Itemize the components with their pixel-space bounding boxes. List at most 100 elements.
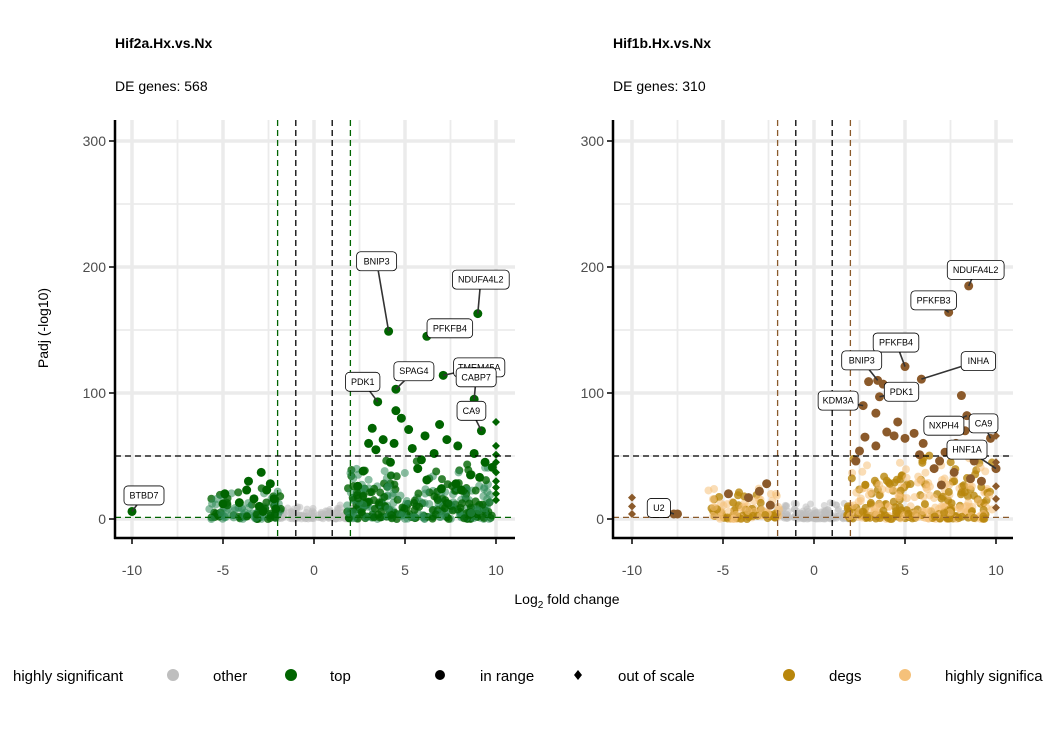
significant-point (940, 508, 949, 517)
significant-point (955, 503, 964, 512)
gene-label-pfkfb4: PFKFB4 (422, 318, 474, 341)
significant-point (738, 503, 747, 512)
significant-point (421, 489, 430, 498)
significant-point (212, 494, 221, 503)
significant-point (478, 500, 487, 509)
other-point (811, 515, 819, 523)
significant-point (448, 506, 457, 515)
out-of-scale-points (492, 417, 500, 505)
significant-point (352, 464, 361, 473)
significant-point (218, 511, 227, 520)
significant-point (921, 468, 930, 477)
significant-point (947, 499, 956, 508)
significant-point (963, 492, 972, 501)
top-point (258, 506, 268, 516)
top-point (358, 466, 368, 476)
top-point (422, 475, 432, 485)
gene-label-text: NDUFA4L2 (953, 265, 999, 275)
significant-point (344, 508, 353, 517)
significant-point (414, 489, 423, 498)
significant-point (856, 494, 865, 503)
top-point (864, 377, 874, 387)
label-box (946, 259, 1005, 280)
gene-label-text: BNIP3 (364, 256, 390, 266)
gene-label-spag4: SPAG4 (391, 361, 435, 394)
significant-point (458, 499, 467, 508)
y-tick-label: 100 (581, 385, 605, 401)
gene-label-hnf1a: HNF1A (946, 439, 1001, 474)
y-tick-label: 200 (581, 259, 605, 275)
significant-point (890, 478, 899, 487)
label-box (968, 413, 999, 434)
significant-point (858, 507, 867, 516)
out-of-scale-point (492, 450, 500, 459)
gene-label-text: KDM3A (823, 396, 854, 406)
out-of-scale-point (492, 489, 500, 498)
other-point (333, 509, 341, 517)
top-point (487, 462, 497, 472)
gene-label-ca9: CA9 (456, 400, 487, 436)
legend-label: highly significant (13, 668, 124, 685)
legend-item-degs: degs (783, 668, 862, 685)
top-point (935, 456, 945, 466)
label-box (910, 290, 957, 311)
gene-label-kdm3a: KDM3A (817, 390, 868, 411)
y-tick-label: 0 (98, 511, 106, 527)
out-of-scale-point (492, 441, 500, 450)
significant-point (389, 489, 398, 498)
top-point (480, 457, 490, 467)
significant-point (878, 485, 887, 494)
gene-label-text: HNF1A (952, 445, 982, 455)
significant-point (852, 488, 861, 497)
top-point (420, 431, 430, 441)
legend-item-top: top (285, 668, 351, 685)
significant-point (432, 467, 441, 476)
significant-point (440, 510, 449, 519)
plot-area: BNIP3 NDUFA4L2 PFKFB4 TMEM45A SPAG4 PDK1 CABP7… (83, 120, 515, 578)
label-box (456, 400, 487, 421)
significant-point (945, 514, 954, 523)
x-tick-label: 5 (401, 562, 409, 578)
other-point (782, 514, 790, 522)
top-point (456, 485, 466, 495)
gene-label-u2: U2 (646, 498, 679, 519)
significant-point (861, 480, 870, 489)
gene-label-cabp7: CABP7 (455, 367, 497, 404)
significant-point (930, 512, 939, 521)
other-point (784, 507, 792, 515)
top-point (949, 467, 959, 477)
significant-point (487, 511, 496, 520)
top-point (466, 470, 476, 480)
significant-point (962, 501, 971, 510)
significant-point (904, 509, 913, 518)
significant-point (402, 497, 411, 506)
significant-point (343, 501, 352, 510)
significant-point (875, 514, 884, 523)
other-point (304, 515, 312, 523)
significant-point (729, 498, 738, 507)
gene-label-inha: INHA (916, 351, 996, 384)
significant-point (894, 491, 903, 500)
y-tick-label: 0 (596, 511, 604, 527)
out-of-scale-point (992, 503, 1000, 512)
significant-point (437, 475, 446, 484)
significant-point (959, 481, 968, 490)
significant-point (918, 507, 927, 516)
out-of-scale-point (492, 483, 500, 492)
significant-point (715, 492, 724, 501)
other-point (833, 501, 841, 509)
top-point (889, 431, 899, 441)
significant-point (902, 494, 911, 503)
significant-point (858, 467, 867, 476)
x-axis-title-subscript: 2 (538, 600, 544, 611)
significant-point (956, 490, 965, 499)
top-point (851, 456, 861, 466)
significant-point (383, 504, 392, 513)
significant-point (957, 512, 966, 521)
x-axis-title: Log2 fold change (514, 591, 619, 611)
top-point (407, 443, 417, 453)
label-box (345, 371, 381, 392)
significant-point (965, 481, 974, 490)
gene-label-text: BTBD7 (129, 490, 158, 500)
top-point (451, 479, 461, 489)
